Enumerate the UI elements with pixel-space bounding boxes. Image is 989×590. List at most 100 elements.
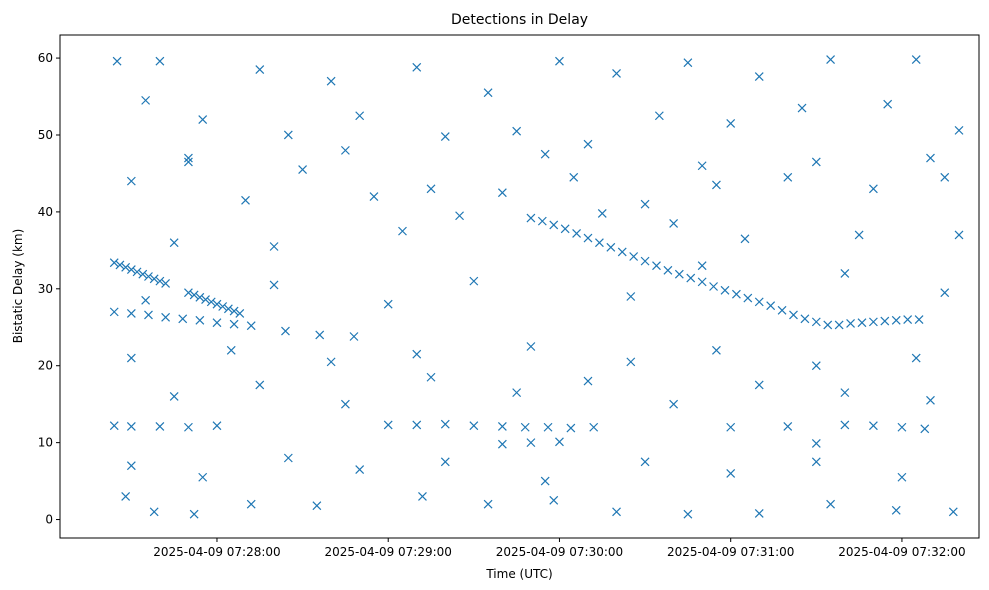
y-axis-title: Bistatic Delay (km): [11, 229, 25, 344]
data-point: [235, 308, 245, 318]
data-point: [789, 310, 798, 320]
data-point: [255, 380, 265, 390]
data-point: [218, 302, 228, 311]
data-point: [418, 492, 427, 501]
data-point: [726, 422, 736, 432]
data-point: [269, 242, 279, 251]
data-point: [201, 295, 210, 304]
data-point: [455, 211, 464, 221]
data-point: [617, 247, 627, 257]
data-point: [720, 285, 730, 295]
data-point: [754, 72, 764, 81]
x-tick-label: 2025-04-09 07:28:00: [153, 545, 280, 559]
data-point: [115, 260, 125, 270]
data-point: [911, 55, 921, 65]
data-point: [281, 326, 290, 336]
data-point: [697, 261, 707, 271]
data-point: [198, 472, 208, 482]
data-point: [868, 184, 878, 194]
data-point: [126, 265, 136, 275]
data-point: [811, 438, 821, 448]
data-point: [743, 293, 753, 303]
data-point: [483, 499, 493, 509]
data-point: [709, 282, 718, 291]
data-point: [526, 438, 536, 448]
data-point: [897, 472, 907, 482]
data-point: [121, 262, 131, 272]
data-point: [754, 297, 764, 307]
data-point: [674, 269, 684, 279]
y-tick-label: 20: [38, 359, 53, 373]
data-point: [189, 290, 199, 300]
data-point: [797, 103, 807, 113]
data-point: [834, 320, 844, 330]
data-point: [652, 261, 661, 271]
data-point: [246, 499, 256, 509]
data-point: [823, 320, 833, 330]
data-point: [255, 65, 265, 75]
data-point: [398, 226, 407, 236]
data-point: [654, 111, 664, 121]
data-point: [138, 269, 148, 279]
data-point: [126, 308, 136, 318]
data-point: [155, 276, 165, 286]
data-point: [926, 395, 935, 405]
data-point: [697, 277, 707, 287]
data-point: [712, 345, 721, 355]
data-point: [412, 62, 422, 72]
x-tick-label: 2025-04-09 07:32:00: [838, 545, 965, 559]
data-point: [594, 238, 604, 248]
data-point: [526, 342, 536, 351]
x-axis: 2025-04-09 07:28:00 2025-04-09 07:29:00 20…: [153, 538, 966, 559]
data-point: [854, 230, 864, 240]
data-point: [195, 292, 205, 302]
data-point: [483, 88, 493, 98]
data-point: [911, 353, 921, 363]
data-point: [954, 230, 964, 240]
data-point: [312, 501, 322, 511]
data-point: [880, 316, 890, 326]
data-point: [126, 353, 136, 363]
data-point: [640, 256, 650, 266]
data-point: [868, 317, 878, 327]
data-point: [669, 219, 679, 228]
data-point: [840, 269, 850, 278]
data-point: [526, 213, 536, 223]
data-point: [189, 509, 199, 519]
data-point: [161, 278, 171, 288]
data-point: [954, 125, 964, 135]
data-point: [897, 422, 907, 432]
data-point: [184, 422, 193, 432]
data-point: [857, 318, 867, 328]
y-tick-label: 60: [38, 51, 53, 65]
data-point: [891, 505, 901, 515]
data-point: [155, 422, 165, 431]
data-point: [178, 314, 188, 324]
data-point: [826, 499, 836, 509]
data-point: [223, 304, 233, 314]
data-point: [589, 422, 599, 432]
data-point: [626, 357, 636, 367]
data-point: [184, 153, 193, 163]
data-point: [141, 95, 151, 105]
data-point: [612, 507, 621, 517]
data-point: [340, 145, 350, 155]
data-point: [169, 392, 179, 401]
data-point: [426, 372, 436, 382]
data-point: [868, 421, 878, 431]
data-point: [246, 321, 256, 331]
data-point: [126, 422, 136, 431]
data-point: [948, 507, 958, 517]
data-point: [606, 242, 616, 252]
data-point: [840, 420, 850, 430]
x-tick-label: 2025-04-09 07:30:00: [496, 545, 623, 559]
data-point: [626, 292, 636, 301]
data-point: [126, 176, 136, 186]
data-point: [355, 465, 365, 474]
y-tick-label: 10: [38, 436, 53, 450]
data-point: [640, 199, 650, 209]
data-point: [846, 318, 855, 328]
data-point: [229, 306, 239, 316]
data-point: [520, 422, 530, 432]
data-point: [766, 301, 776, 311]
